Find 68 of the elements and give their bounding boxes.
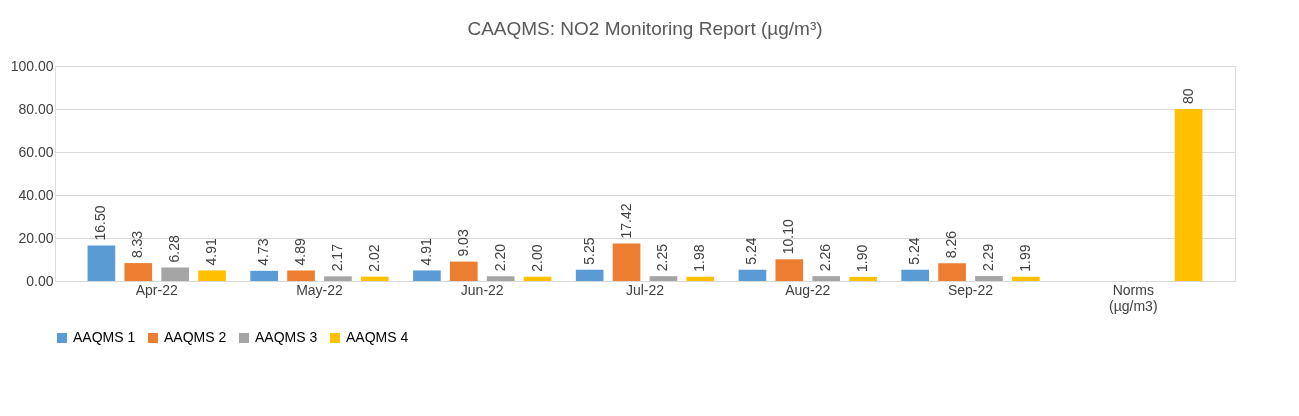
- data-label: 2.17: [328, 243, 345, 272]
- data-label: 2.25: [654, 243, 671, 272]
- bar: [1174, 109, 1203, 281]
- x-tick-label: Jun-22: [460, 281, 504, 298]
- data-label: 4.91: [203, 237, 220, 266]
- y-tick-label: 40.00: [18, 186, 54, 203]
- y-tick-label: 20.00: [18, 229, 54, 246]
- data-label: 4.89: [292, 238, 309, 266]
- chart-title: CAAQMS: NO2 Monitoring Report (µg/m³): [467, 18, 823, 39]
- bar: [250, 270, 278, 281]
- data-label: 6.28: [166, 235, 183, 263]
- bar: [413, 270, 441, 281]
- bar: [287, 270, 315, 281]
- data-label: 80: [1179, 88, 1196, 104]
- bar: [812, 276, 841, 281]
- bar: [198, 270, 226, 281]
- bar: [849, 276, 877, 281]
- data-label: 2.02: [365, 244, 382, 272]
- legend-label: AAQMS 4: [346, 329, 409, 345]
- bar: [124, 263, 153, 281]
- x-tick-label: Jul-22: [625, 281, 665, 298]
- data-label: 2.26: [817, 243, 834, 272]
- bar: [975, 276, 1003, 281]
- y-tick-label: 60.00: [18, 143, 54, 160]
- data-label: 2.29: [979, 243, 996, 272]
- data-label: 5.24: [743, 237, 760, 265]
- x-tick-label: Sep-22: [947, 281, 994, 298]
- data-label: 16.50: [92, 205, 109, 241]
- bar: [575, 269, 604, 281]
- data-label: 10.10: [780, 219, 797, 255]
- bar: [938, 263, 966, 281]
- bar: [523, 276, 552, 281]
- x-tick-label: Aug-22: [785, 281, 831, 298]
- data-label: 1.90: [854, 244, 871, 272]
- data-label: 17.42: [617, 203, 634, 239]
- data-label: 5.24: [906, 237, 923, 265]
- legend-label: AAQMS 3: [255, 329, 318, 345]
- bar: [649, 276, 678, 281]
- data-label: 4.91: [417, 237, 434, 266]
- bar: [775, 259, 804, 281]
- data-label: 8.26: [943, 230, 960, 259]
- bar: [161, 267, 189, 281]
- y-tick-label: 100.00: [10, 57, 54, 74]
- bar: [324, 276, 352, 281]
- bar: [87, 245, 116, 281]
- bar: [360, 276, 389, 281]
- x-tick-label: Norms (µg/m3): [1109, 281, 1158, 314]
- data-label: 4.73: [255, 238, 272, 266]
- bar: [612, 243, 641, 281]
- y-tick-label: 80.00: [18, 100, 54, 117]
- x-tick-label: Apr-22: [135, 281, 178, 298]
- data-label: 9.03: [454, 229, 471, 257]
- data-label: 1.99: [1016, 244, 1033, 272]
- bar: [449, 261, 478, 281]
- legend-label: AAQMS 1: [73, 329, 136, 345]
- bar: [486, 276, 515, 281]
- x-tick-label: May-22: [296, 281, 344, 298]
- bar: [901, 269, 930, 281]
- data-label: 5.25: [580, 237, 597, 265]
- y-tick-label: 0.00: [26, 272, 54, 289]
- data-label: 8.33: [129, 230, 146, 259]
- bar: [738, 269, 767, 281]
- legend-label: AAQMS 2: [164, 329, 227, 345]
- bar: [686, 276, 715, 281]
- bar: [1012, 276, 1040, 281]
- data-label: 1.98: [691, 244, 708, 272]
- data-label: 2.00: [528, 244, 545, 272]
- data-label: 2.20: [491, 243, 508, 272]
